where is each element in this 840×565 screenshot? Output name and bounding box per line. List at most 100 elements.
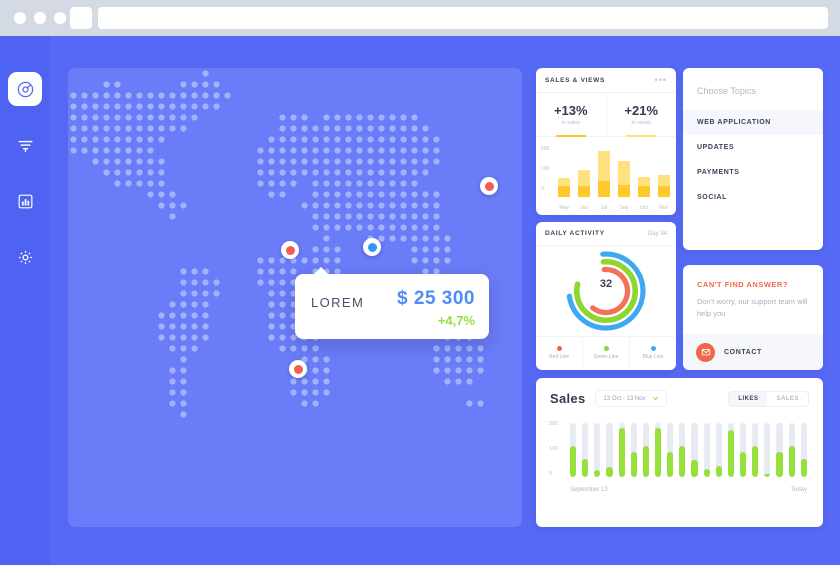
sales-card: Sales 13 Oct - 13 Nov LIKES SALES 500 10… (536, 378, 823, 527)
browser-tab[interactable] (70, 7, 92, 29)
world-map-panel[interactable]: LOREM $ 25 300 +4,7% (68, 68, 522, 527)
y-tick: 0 (541, 186, 544, 192)
map-marker[interactable] (281, 241, 299, 259)
topic-item-web-application[interactable]: WEB APPLICATION (683, 110, 823, 135)
bar-segment-sales (657, 185, 670, 197)
legend-dot (650, 345, 656, 351)
sidebar-item-settings[interactable] (8, 240, 42, 274)
stat-caption: in sales (561, 120, 581, 126)
tooltip-value: $ 25 300 (397, 288, 475, 309)
url-input[interactable] (98, 7, 828, 29)
close-icon[interactable] (14, 12, 26, 24)
bar-column (577, 145, 591, 197)
bar-segment-sales (597, 180, 611, 197)
x-tick-label: Nov (659, 205, 669, 211)
bar-fill (606, 466, 613, 477)
minimize-icon[interactable] (34, 12, 46, 24)
choose-topics-title: Choose Topics (697, 86, 756, 96)
chevron-down-icon (652, 396, 658, 401)
topic-item-social[interactable]: SOCIAL (683, 185, 823, 210)
x-tick-label: May (559, 205, 569, 211)
sidebar-item-analytics[interactable] (8, 184, 42, 218)
bar-fill (788, 445, 795, 477)
legend-label: Green Line (593, 353, 619, 360)
bar-track (679, 423, 686, 477)
x-end-label: Today (790, 487, 807, 493)
bar-fill (715, 466, 722, 477)
map-marker[interactable] (289, 360, 307, 378)
dial-icon (17, 81, 33, 97)
x-axis-labels: September 13 Today (570, 487, 807, 493)
bar-track (727, 423, 734, 477)
tooltip-delta: +4,7% (437, 313, 475, 328)
y-tick: 100 (541, 166, 550, 172)
sales-header: Sales 13 Oct - 13 Nov LIKES SALES (536, 378, 823, 407)
bar-segment-views (657, 174, 670, 186)
map-marker[interactable] (480, 177, 498, 195)
sales-title: Sales (550, 391, 586, 406)
bar-segment-views (558, 177, 571, 186)
sidebar-item-dashboard[interactable] (8, 72, 42, 106)
donut-center-value: 32 (599, 278, 613, 290)
y-tick: 500 (549, 421, 559, 427)
support-title: CAN'T FIND ANSWER? (697, 280, 788, 289)
contact-button-label: CONTACT (724, 348, 762, 356)
sales-views-header: SALES & VIEWS ••• (536, 68, 676, 93)
donut-legend: Red Line Green Line Blue Line (536, 336, 676, 368)
donut-chart (536, 246, 676, 336)
date-range-select[interactable]: 13 Oct - 13 Nov (595, 390, 667, 407)
bar-fill (727, 430, 734, 477)
topic-label: PAYMENTS (697, 169, 740, 176)
bar-group (570, 423, 807, 477)
daily-activity-title: DAILY ACTIVITY (545, 230, 605, 237)
bar-fill (739, 452, 747, 477)
sidebar-item-filters[interactable] (8, 128, 42, 162)
dotted-world-map (70, 70, 484, 418)
map-marker-selected[interactable] (363, 238, 381, 256)
bar-fill (618, 428, 625, 477)
topic-item-updates[interactable]: UPDATES (683, 135, 823, 160)
tooltip-label: LOREM (311, 295, 365, 310)
bar-track (594, 423, 601, 477)
topic-label: WEB APPLICATION (697, 119, 771, 126)
date-range-label: 13 Oct - 13 Nov (603, 395, 646, 402)
bar-fill (679, 445, 686, 477)
bar-chart-icon (18, 194, 32, 208)
toggle-likes[interactable]: LIKES (729, 391, 768, 406)
bar-track (703, 423, 710, 477)
bar-track (642, 423, 649, 477)
legend-label: Red Line (548, 353, 569, 360)
topic-item-payments[interactable]: PAYMENTS (683, 160, 823, 185)
stat-underline (555, 134, 586, 137)
bar-track (654, 423, 662, 477)
bar-track (582, 423, 589, 477)
bar-segment-sales (617, 185, 631, 197)
filter-icon (17, 140, 33, 152)
bar-fill (630, 452, 637, 477)
y-tick: 0 (549, 471, 553, 477)
bar-track (618, 423, 625, 477)
bar-fill (752, 445, 759, 477)
y-tick: 500 (541, 146, 550, 152)
bar-fill (642, 445, 649, 477)
bar-fill (654, 428, 662, 477)
donut-arc (573, 258, 639, 324)
stat-caption: in views (631, 120, 652, 126)
stat-sales: +13% in sales (536, 93, 606, 137)
sales-views-chart: 500 100 0 May Jun Jul Sep Oct Nov (536, 137, 676, 215)
x-tick-label: Jun (580, 205, 589, 211)
bar-column (558, 145, 571, 197)
bar-group (558, 145, 670, 197)
contact-button[interactable]: CONTACT (683, 334, 823, 370)
maximize-icon[interactable] (54, 12, 66, 24)
ellipsis-icon[interactable]: ••• (654, 75, 667, 85)
bar-fill (667, 452, 674, 477)
bar-fill (691, 460, 698, 477)
bar-track (715, 423, 722, 477)
toggle-sales[interactable]: SALES (776, 395, 799, 402)
sales-chart: 500 100 0 September 13 Today (536, 419, 823, 495)
bar-column (657, 145, 670, 197)
legend-item-blue: Blue Line (629, 337, 676, 368)
stat-underline (626, 134, 657, 137)
